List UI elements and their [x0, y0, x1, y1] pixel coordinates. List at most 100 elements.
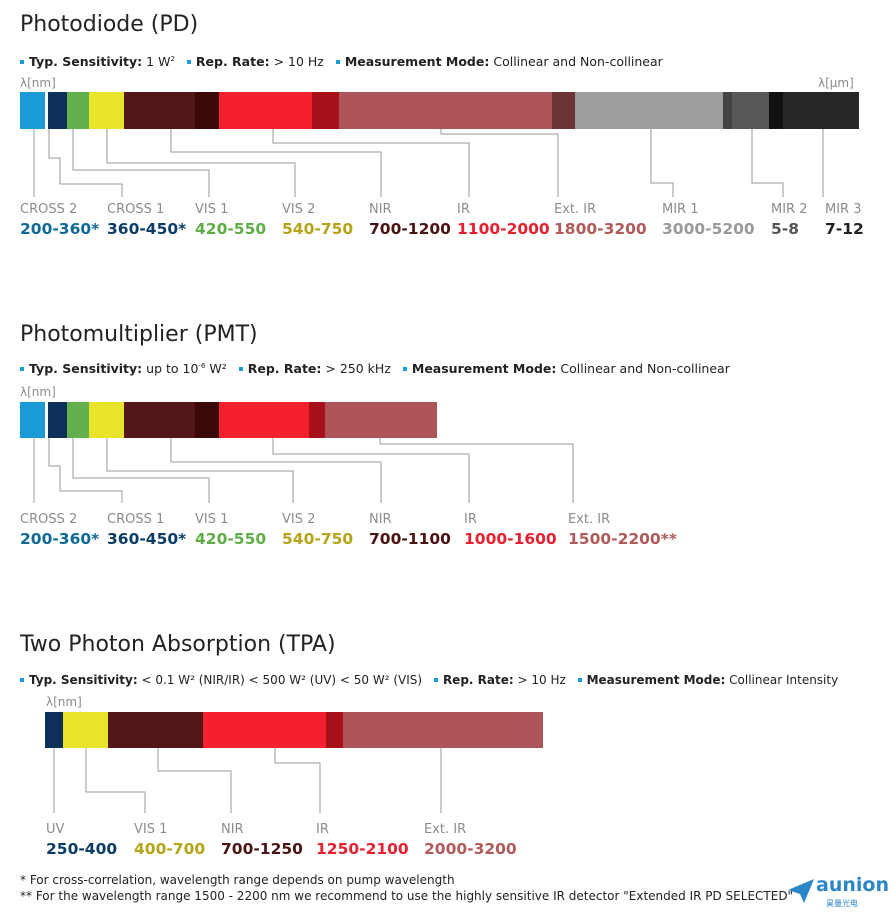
spec-value: > 10 Hz — [273, 54, 324, 69]
aunion-logo: aunion 昊量光电 — [786, 874, 889, 914]
bar-vis1 — [63, 712, 108, 748]
pmt-range-cross2: 200-360* — [20, 530, 100, 548]
tpa-range-extir: 2000-3200 — [424, 840, 517, 858]
pmt-connectors — [33, 438, 574, 503]
tpa-range-nir: 700-1250 — [221, 840, 303, 858]
logo-text: aunion — [816, 874, 889, 896]
paper-plane-icon — [788, 879, 814, 903]
bar-nir — [124, 402, 195, 438]
spec-value: > 10 Hz — [517, 673, 566, 687]
spec-label: Typ. Sensitivity: — [29, 673, 138, 687]
pmt-name-vis2: VIS 2 — [282, 512, 316, 527]
pmt-name-cross1: CROSS 1 — [107, 512, 165, 527]
specs-pmt: Typ. Sensitivity: up to 10-6 W² Rep. Rat… — [20, 361, 738, 376]
pd-range-mir1: 3000-5200 — [662, 220, 755, 238]
bar-mir1 — [575, 92, 723, 129]
spec-label: Rep. Rate: — [247, 361, 322, 376]
bar-vis2 — [89, 92, 124, 129]
bar-ir — [219, 92, 312, 129]
tpa-name-uv: UV — [46, 822, 65, 837]
bar-vis1 — [67, 402, 89, 438]
spec-label: Measurement Mode: — [411, 361, 557, 376]
bar-nir — [124, 92, 195, 129]
unit-left-pmt: λ[nm] — [20, 385, 56, 399]
tpa-range-ir: 1250-2100 — [316, 840, 409, 858]
pd-name-vis1: VIS 1 — [195, 202, 229, 217]
pd-name-nir: NIR — [369, 202, 392, 217]
pd-name-cross2: CROSS 2 — [20, 202, 78, 217]
pd-range-mir3: 7-12 — [825, 220, 864, 238]
bar-ir — [203, 712, 326, 748]
bar-extir — [325, 402, 437, 438]
pd-range-ir: 1100-2000 — [457, 220, 550, 238]
pd-range-mir2: 5-8 — [771, 220, 800, 238]
pd-name-ir: IR — [457, 202, 470, 217]
bar-mir2 — [732, 92, 769, 129]
pmt-range-cross1: 360-450* — [107, 530, 187, 548]
spec-label: Typ. Sensitivity: — [29, 54, 143, 69]
pd-connectors — [33, 129, 824, 197]
pd-name-mir2: MIR 2 — [771, 202, 808, 217]
pmt-name-extir: Ext. IR — [568, 512, 611, 527]
spec-label: Rep. Rate: — [195, 54, 270, 69]
pmt-range-vis1: 420-550 — [195, 530, 267, 548]
section-title-pd: Photodiode (PD) — [20, 12, 199, 37]
bullet-icon — [20, 677, 24, 682]
bullet-icon — [238, 366, 243, 371]
pmt-spectrum-bar — [20, 402, 437, 438]
bar-ir-overlap — [312, 92, 339, 129]
pmt-range-ir: 1000-1600 — [464, 530, 557, 548]
section-title-pmt: Photomultiplier (PMT) — [20, 322, 258, 347]
pd-range-extir: 1800-3200 — [554, 220, 647, 238]
bullet-icon — [186, 59, 191, 64]
bar-vis2 — [89, 402, 124, 438]
bar-cross2 — [20, 92, 45, 129]
bar-ir-overlap — [326, 712, 343, 748]
pmt-range-extir: 1500-2200** — [568, 530, 677, 548]
footnote-cross: * For cross-correlation, wavelength rang… — [20, 873, 455, 887]
bar-mir3 — [783, 92, 859, 129]
bar-mir1-overlap — [723, 92, 732, 129]
bar-extir — [339, 92, 552, 129]
spec-value: Collinear and Non-collinear — [493, 54, 663, 69]
spec-label: Rep. Rate: — [442, 673, 514, 687]
tpa-range-vis1: 400-700 — [134, 840, 206, 858]
spec-sup: -6 — [198, 361, 206, 370]
pd-range-cross2: 200-360* — [20, 220, 100, 238]
bar-nir-overlap — [195, 402, 219, 438]
tpa-name-ir: IR — [316, 822, 329, 837]
bar-cross2 — [20, 402, 45, 438]
pd-range-vis1: 420-550 — [195, 220, 267, 238]
spec-label: Measurement Mode: — [344, 54, 490, 69]
pd-range-cross1: 360-450* — [107, 220, 187, 238]
pmt-range-nir: 700-1100 — [369, 530, 451, 548]
bar-cross1 — [48, 402, 67, 438]
spec-value: up to 10 — [146, 361, 199, 376]
bar-uv — [45, 712, 63, 748]
bar-nir-overlap — [195, 92, 219, 129]
tpa-name-nir: NIR — [221, 822, 244, 837]
pmt-name-ir: IR — [464, 512, 477, 527]
tpa-spectrum-bar — [45, 712, 543, 748]
pd-name-cross1: CROSS 1 — [107, 202, 165, 217]
bullet-icon — [20, 366, 24, 371]
spec-value: < 0.1 W² (NIR/IR) < 500 W² (UV) < 50 W² … — [141, 673, 423, 687]
footnote-extended-ir: ** For the wavelength range 1500 - 2200 … — [20, 889, 794, 903]
pmt-range-vis2: 540-750 — [282, 530, 354, 548]
pd-name-mir3: MIR 3 — [825, 202, 862, 217]
pmt-name-vis1: VIS 1 — [195, 512, 229, 527]
pmt-name-cross2: CROSS 2 — [20, 512, 78, 527]
bullet-icon — [402, 366, 407, 371]
pd-name-mir1: MIR 1 — [662, 202, 699, 217]
spec-label: Typ. Sensitivity: — [29, 361, 143, 376]
bullet-icon — [577, 677, 582, 682]
logo-subtext: 昊量光电 — [826, 899, 858, 908]
unit-right-pd: λ[µm] — [818, 76, 854, 90]
bar-extir — [343, 712, 543, 748]
bullet-icon — [433, 677, 438, 682]
tpa-name-extir: Ext. IR — [424, 822, 467, 837]
bullet-icon — [20, 59, 24, 64]
spec-value: 1 W — [146, 54, 171, 69]
pd-name-extir: Ext. IR — [554, 202, 597, 217]
